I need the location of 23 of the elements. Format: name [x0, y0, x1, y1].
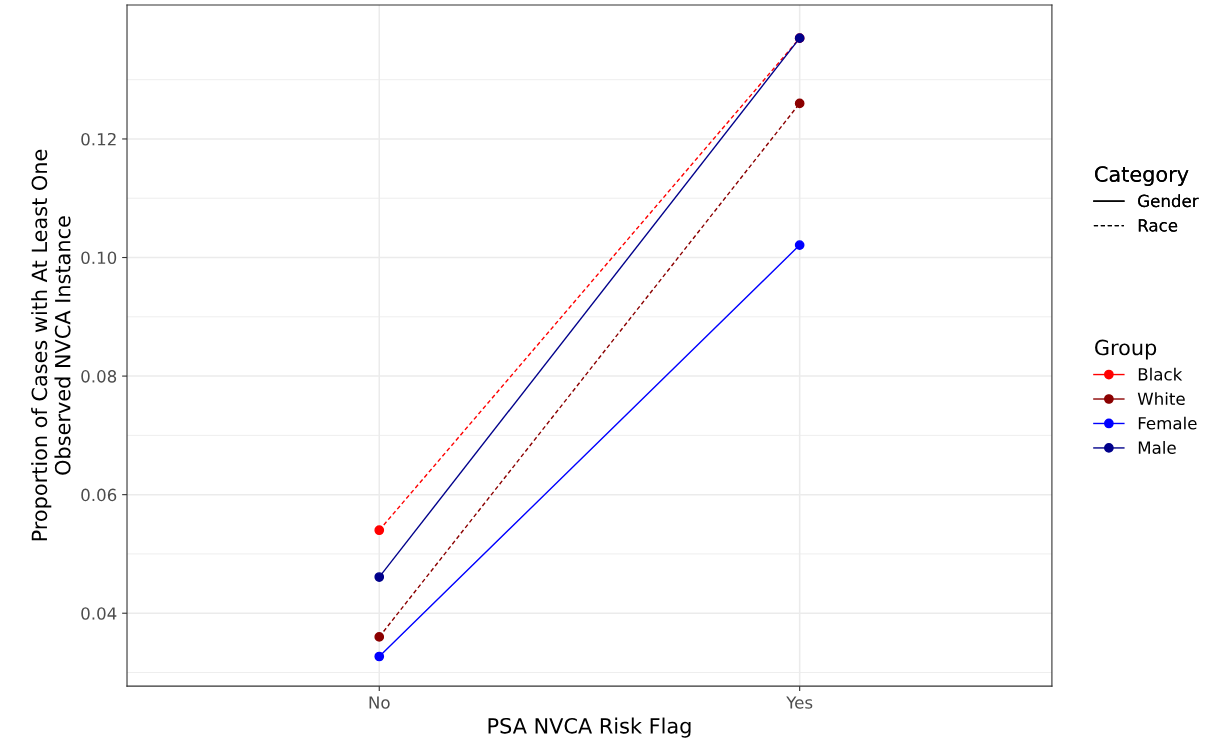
y-tick-label: 0.06: [81, 488, 117, 502]
text: Race: [1138, 219, 1178, 232]
x-tick-label: No: [369, 696, 390, 709]
y-tick-label: 0.08: [81, 370, 117, 383]
point: [374, 651, 385, 662]
point: [794, 240, 805, 250]
point: [374, 632, 385, 642]
y-tick-label: 0.12: [81, 132, 116, 146]
y-tick-label: 0.04: [81, 607, 117, 620]
legend-title: Group: [1095, 339, 1157, 360]
point: [374, 525, 385, 536]
legend-label: Female: [1138, 416, 1197, 430]
text: Category: [1095, 166, 1189, 186]
y-axis-title: Proportion of Cases with At Least One Observed NVCA Instance: [31, 149, 71, 541]
legend-label: White: [1137, 392, 1185, 406]
text: Gender: [1138, 194, 1199, 208]
x-tick-label: Yes: [786, 696, 813, 709]
y-tick-label: 0.10: [81, 251, 117, 265]
legend-label: Male: [1138, 441, 1176, 455]
point: [374, 572, 385, 582]
legend-label: Black: [1138, 367, 1183, 381]
x-axis-title: PSA NVCA Risk Flag: [488, 717, 691, 738]
point: [794, 98, 805, 109]
